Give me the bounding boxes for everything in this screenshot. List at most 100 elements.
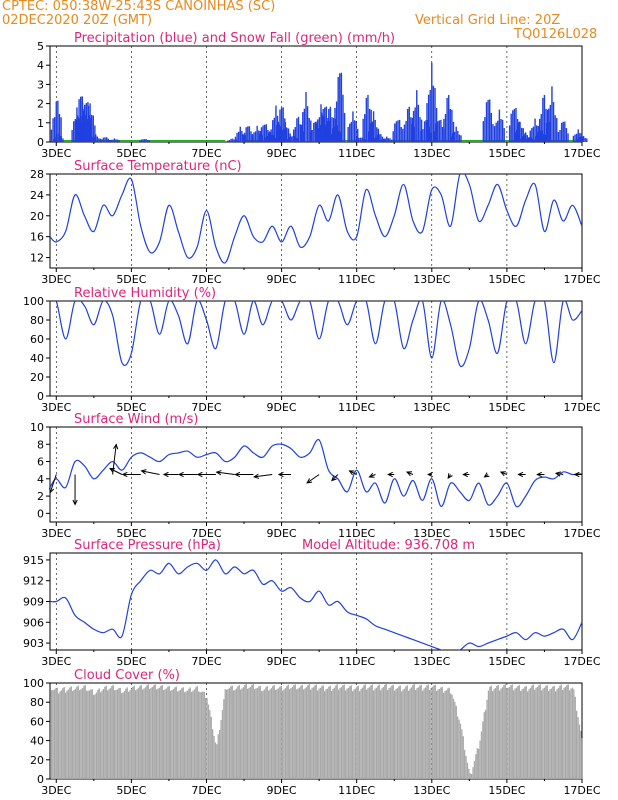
precip-xtick-label: 11DEC xyxy=(338,147,375,160)
cloud-bar xyxy=(319,687,322,779)
precip-bar xyxy=(565,128,568,142)
cloud-bar xyxy=(461,729,463,779)
precip-bar xyxy=(487,99,489,142)
precip-bar xyxy=(99,139,101,142)
wind-arrow-head xyxy=(536,471,542,478)
precip-bar xyxy=(82,108,84,142)
cloud-bar xyxy=(53,689,56,779)
wind-ytick-label: 4 xyxy=(37,473,44,486)
precip-xtick-label: 5DEC xyxy=(116,147,146,160)
precip-bar xyxy=(332,128,334,142)
wind-arrow-head xyxy=(331,475,337,482)
cloud-bar xyxy=(513,690,515,779)
cloud-bar xyxy=(457,716,459,779)
cloud-xtick-label: 3DEC xyxy=(41,784,71,797)
cloud-bar xyxy=(151,687,154,779)
temp-xtick-label: 15DEC xyxy=(488,273,525,286)
cloud-bar xyxy=(132,686,134,779)
cloud-bar xyxy=(294,684,296,779)
cloud-bar xyxy=(242,687,245,779)
cloud-bar xyxy=(177,691,179,779)
cloud-bar xyxy=(408,690,410,779)
precip-bar xyxy=(89,103,91,142)
precip-bar xyxy=(531,128,533,142)
cloud-bar xyxy=(130,688,133,779)
cloud-bar xyxy=(378,684,380,779)
cloud-bar xyxy=(280,685,282,779)
wind-arrow-head xyxy=(196,471,203,478)
temp-xtick-label: 13DEC xyxy=(413,273,450,286)
cloud-bar xyxy=(401,691,403,779)
temp-ytick-label: 12 xyxy=(30,252,44,265)
cloud-bar xyxy=(545,685,547,779)
precip-bar xyxy=(139,140,141,142)
cloud-bar xyxy=(163,690,165,779)
cloud-bar xyxy=(535,687,537,779)
cloud-bar xyxy=(424,687,427,779)
precip-bar xyxy=(260,127,263,142)
precip-bar xyxy=(57,100,59,142)
precip-bar xyxy=(530,137,532,142)
cloud-bar xyxy=(410,687,413,779)
precip-bar xyxy=(485,102,488,142)
precip-bar xyxy=(554,115,556,142)
cloud-bar xyxy=(543,687,546,779)
cloud-bar xyxy=(527,691,529,779)
cloud-bar xyxy=(80,689,82,779)
precip-bar xyxy=(294,127,296,142)
cloud-bar xyxy=(165,688,168,779)
precip-bar xyxy=(508,125,511,142)
precip-bar xyxy=(389,138,391,142)
precip-bar xyxy=(80,122,83,142)
wind-arrow-head xyxy=(253,473,260,479)
wind-arrow-head xyxy=(215,470,222,476)
cloud-bar xyxy=(149,688,151,779)
cloud-xtick-label: 13DEC xyxy=(413,784,450,797)
cloud-bar xyxy=(345,690,347,779)
pressure-xtick-label: 9DEC xyxy=(267,655,297,668)
cloud-bar xyxy=(581,738,583,779)
precip-bar xyxy=(428,126,431,142)
cloud-bar xyxy=(154,684,156,779)
rh-ytick-label: 80 xyxy=(30,314,44,327)
precip-bar xyxy=(101,139,103,142)
cloud-bar xyxy=(398,686,400,779)
rh-xtick-label: 13DEC xyxy=(413,401,450,414)
cloud-bar xyxy=(297,688,299,779)
temp-ytick-label: 24 xyxy=(30,189,44,202)
cloud-bar xyxy=(531,685,533,779)
cloud-bar xyxy=(576,710,578,779)
precip-bar xyxy=(98,138,100,142)
wind-xtick-label: 3DEC xyxy=(41,527,71,540)
cloud-bar xyxy=(308,684,310,779)
cloud-xtick-label: 7DEC xyxy=(191,784,221,797)
precip-bar xyxy=(449,108,451,142)
precip-bar xyxy=(522,128,524,142)
precip-bar xyxy=(392,131,394,142)
precip-bar xyxy=(420,119,423,142)
precip-bar xyxy=(352,111,354,142)
cloud-bar xyxy=(518,685,520,779)
precip-bar xyxy=(500,118,502,142)
cloud-bar xyxy=(394,690,396,779)
cloud-bar xyxy=(153,685,155,779)
precip-bar xyxy=(582,136,585,142)
precip-bar xyxy=(269,131,272,142)
precip-bar xyxy=(546,122,548,142)
temp-panel: Surface Temperature (nC) 3DEC 5DEC 7DEC 9DEC… xyxy=(30,159,601,286)
precip-bar xyxy=(287,139,289,142)
cloud-bar xyxy=(560,684,562,779)
precip-bar xyxy=(347,126,349,142)
precip-bar xyxy=(430,132,432,142)
precip-bar xyxy=(331,117,333,142)
precip-bar xyxy=(55,134,58,142)
precip-bar xyxy=(452,121,455,142)
cloud-bar xyxy=(223,699,225,779)
cloud-bar xyxy=(171,689,173,779)
precip-bar xyxy=(452,132,454,142)
cloud-bar xyxy=(193,689,196,779)
cloud-bar xyxy=(207,704,210,779)
cloud-bar xyxy=(289,689,291,779)
cloud-bar xyxy=(336,684,338,779)
cloud-bar xyxy=(450,693,452,779)
